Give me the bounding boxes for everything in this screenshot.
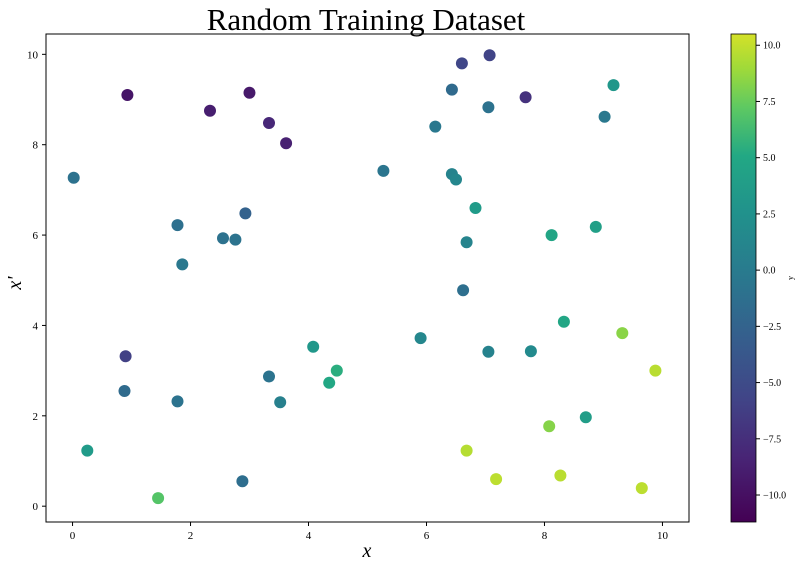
- data-point: [280, 137, 293, 150]
- data-point: [598, 110, 611, 123]
- chart-title: Random Training Dataset: [207, 2, 526, 37]
- data-point: [67, 171, 80, 184]
- data-point: [171, 219, 184, 232]
- colorbar-tick-label: 7.5: [763, 97, 776, 108]
- y-tick-label: 8: [33, 140, 39, 152]
- data-point: [543, 420, 556, 433]
- data-point: [450, 173, 462, 186]
- colorbar-ticks: 10.0 7.5 5.0 2.5 0.0 −2.5 −5.0 −7.5 −10.0: [756, 41, 786, 502]
- y-tick-label: 2: [33, 411, 39, 423]
- data-point: [482, 345, 495, 358]
- data-point: [274, 396, 287, 409]
- data-point: [119, 350, 132, 363]
- data-point: [589, 220, 602, 233]
- data-point: [229, 233, 242, 246]
- data-point: [243, 86, 256, 99]
- data-point: [171, 395, 184, 408]
- x-tick-label: 4: [306, 530, 312, 542]
- data-point: [482, 101, 495, 114]
- data-point: [121, 89, 134, 101]
- data-point: [445, 83, 458, 96]
- data-point: [152, 492, 165, 505]
- x-tick-label: 0: [70, 530, 76, 542]
- colorbar-tick-label: −7.5: [763, 434, 781, 445]
- data-point: [263, 117, 275, 129]
- colorbar-tick-label: −5.0: [763, 378, 781, 389]
- data-point: [118, 385, 131, 397]
- data-point: [490, 473, 503, 486]
- data-point: [429, 120, 442, 133]
- data-point: [649, 364, 662, 377]
- x-axis-label: x: [362, 540, 372, 562]
- data-point: [457, 284, 470, 297]
- data-point: [323, 376, 336, 389]
- colorbar-label: y: [786, 276, 795, 280]
- x-tick-label: 8: [542, 530, 548, 542]
- scatter-points: [67, 49, 662, 505]
- colorbar-tick-label: 5.0: [763, 153, 776, 164]
- data-point: [460, 444, 473, 457]
- colorbar-tick-label: −2.5: [763, 322, 781, 333]
- data-point: [607, 79, 620, 92]
- x-tick-label: 2: [188, 530, 194, 542]
- y-tick-label: 4: [33, 320, 39, 332]
- data-point: [554, 469, 567, 482]
- data-point: [239, 207, 252, 220]
- data-point: [204, 104, 216, 117]
- data-point: [414, 332, 427, 345]
- data-point: [460, 236, 473, 249]
- colorbar: [730, 33, 757, 523]
- data-point: [81, 444, 94, 457]
- y-axis-label: x': [4, 276, 26, 291]
- data-point: [176, 258, 189, 271]
- data-point: [557, 315, 570, 328]
- y-axis-ticks: 0 2 4 6 8 10: [27, 49, 46, 513]
- data-point: [455, 57, 468, 70]
- data-point: [483, 49, 496, 62]
- data-point: [524, 345, 537, 358]
- data-point: [469, 202, 482, 214]
- data-point: [307, 340, 320, 353]
- y-tick-label: 0: [33, 501, 39, 513]
- data-point: [236, 475, 249, 488]
- data-point: [263, 370, 275, 383]
- data-point: [519, 91, 532, 104]
- data-point: [616, 327, 629, 340]
- data-point: [377, 164, 390, 177]
- data-point: [217, 232, 229, 245]
- data-point: [635, 482, 648, 495]
- data-point: [545, 229, 558, 242]
- colorbar-tick-label: −10.0: [763, 491, 786, 502]
- x-tick-label: 10: [657, 530, 669, 542]
- x-tick-label: 6: [424, 530, 430, 542]
- y-tick-label: 6: [33, 230, 39, 242]
- x-axis-ticks: 0 2 4 6 8 10: [70, 522, 669, 542]
- colorbar-tick-label: 2.5: [763, 209, 776, 220]
- data-point: [330, 364, 343, 377]
- data-point: [579, 411, 592, 424]
- colorbar-tick-label: 0.0: [763, 266, 776, 277]
- plot-area: [45, 33, 690, 523]
- colorbar-tick-label: 10.0: [763, 41, 781, 52]
- y-tick-label: 10: [27, 49, 39, 61]
